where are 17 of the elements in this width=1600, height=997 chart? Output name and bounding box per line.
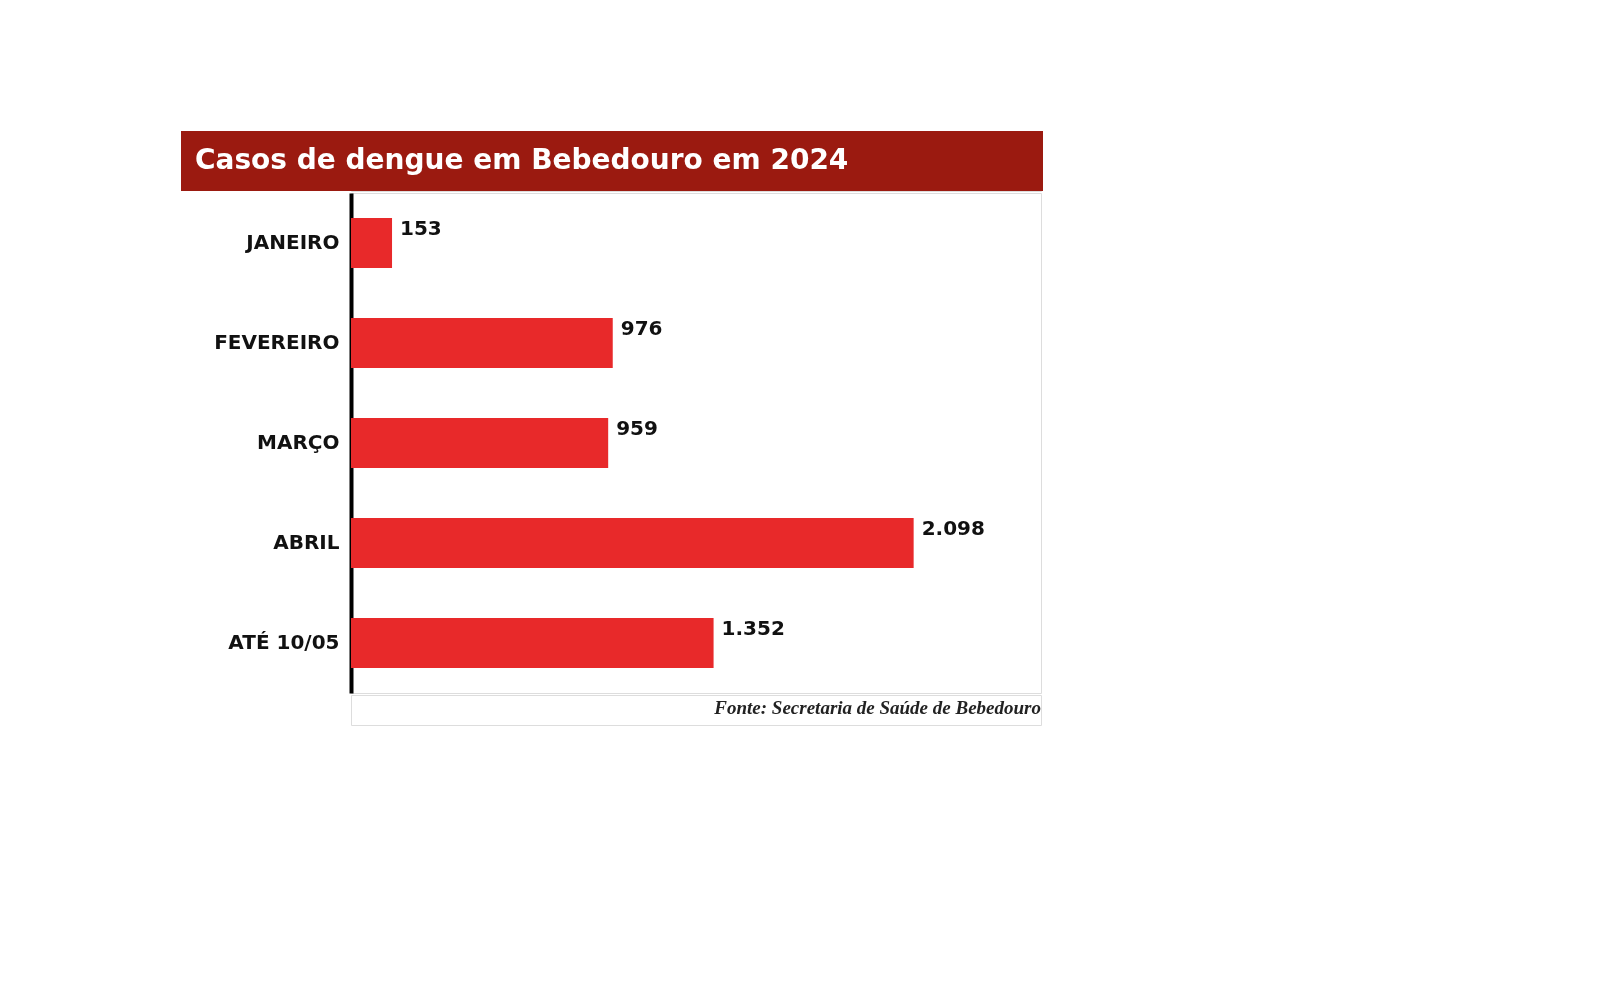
chart-title: Casos de dengue em Bebedouro em 2024: [195, 143, 849, 176]
bar: [351, 518, 914, 568]
bar: [351, 618, 714, 668]
y-tick-label: MARÇO: [257, 430, 340, 454]
data-label: 2.098: [921, 516, 985, 540]
bar: [351, 418, 609, 468]
data-label: 976: [620, 316, 663, 340]
source-note: Fonte: Secretaria de Saúde de Bebedouro: [713, 697, 1041, 718]
data-label: 1.352: [721, 616, 785, 640]
y-tick-label: JANEIRO: [244, 230, 340, 254]
y-tick-label: FEVEREIRO: [214, 330, 340, 354]
y-tick-label: ABRIL: [273, 530, 340, 554]
data-label: 153: [400, 216, 442, 240]
data-label: 959: [616, 416, 658, 440]
bar: [351, 318, 613, 368]
y-tick-label: ATÉ 10/05: [228, 630, 340, 654]
bar: [351, 218, 393, 268]
